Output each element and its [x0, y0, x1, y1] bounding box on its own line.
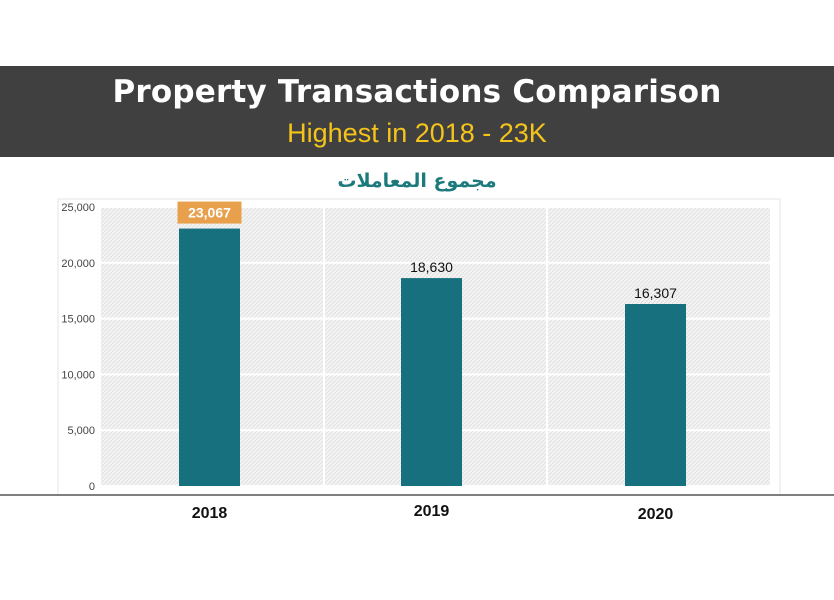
- x-tick-label: 2020: [638, 506, 674, 523]
- data-label: 18,630: [410, 259, 453, 275]
- y-tick-label: 20,000: [61, 258, 95, 270]
- bar: [401, 278, 462, 486]
- y-tick-label: 5,000: [67, 425, 95, 437]
- bar: [625, 304, 686, 486]
- data-label-highlight-box: [177, 201, 242, 224]
- data-label: 23,067: [188, 205, 231, 221]
- title-banner: Property Transactions Comparison Highest…: [0, 66, 834, 157]
- chart-arabic-title: مجموع المعاملات: [337, 170, 497, 192]
- chart-title: Property Transactions Comparison: [112, 74, 722, 110]
- y-tick-label: 0: [89, 481, 95, 493]
- y-tick-label: 10,000: [61, 369, 95, 381]
- x-tick-label: 2019: [414, 503, 450, 520]
- x-tick-label: 2018: [192, 505, 228, 522]
- bar: [179, 228, 240, 487]
- y-tick-label: 15,000: [61, 314, 95, 326]
- data-label: 16,307: [634, 285, 677, 301]
- chart-subtitle: Highest in 2018 - 23K: [287, 118, 547, 148]
- y-tick-label: 25,000: [61, 202, 95, 214]
